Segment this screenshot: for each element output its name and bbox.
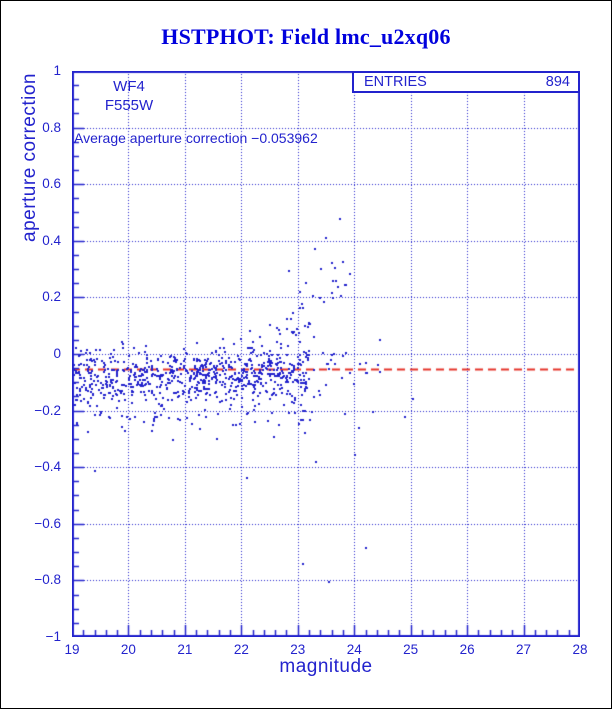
y-tick-label: 0 xyxy=(53,346,61,361)
x-tick-label: 24 xyxy=(346,642,362,657)
filter-label: F555W xyxy=(104,97,154,114)
y-tick-label: −0.6 xyxy=(34,515,61,531)
x-tick-label: 28 xyxy=(572,642,588,657)
scatter-plot-canvas xyxy=(72,71,580,637)
entries-label: ENTRIES xyxy=(364,74,427,90)
y-tick-label: 0.6 xyxy=(42,176,61,192)
x-tick-label: 23 xyxy=(290,642,306,657)
page-title: HSTPHOT: Field lmc_u2xq06 xyxy=(161,24,451,49)
x-tick-label: 27 xyxy=(516,642,532,657)
x-tick-label: 26 xyxy=(459,642,475,657)
y-tick-label: 1 xyxy=(53,63,61,78)
y-tick-label: 0.2 xyxy=(42,289,61,305)
entries-value: 894 xyxy=(545,74,570,90)
x-tick-label: 19 xyxy=(64,642,80,657)
average-correction-annotation: Average aperture correction −0.053962 xyxy=(74,130,318,146)
x-axis-title: magnitude xyxy=(279,656,373,677)
x-tick-label: 20 xyxy=(120,642,136,657)
y-tick-label: −0.8 xyxy=(34,572,61,588)
y-tick-label: 0.4 xyxy=(42,232,61,248)
y-tick-label: −0.2 xyxy=(34,402,61,418)
x-tick-label: 21 xyxy=(177,642,193,657)
y-axis-title: aperture correction xyxy=(19,73,40,242)
x-tick-label: 25 xyxy=(403,642,419,657)
entries-stats-box: ENTRIES 894 xyxy=(352,71,580,93)
y-tick-label: 0.8 xyxy=(42,119,61,135)
x-tick-label: 22 xyxy=(233,642,249,657)
y-tick-label: −1 xyxy=(45,629,61,644)
camera-label: WF4 xyxy=(113,78,145,95)
y-tick-label: −0.4 xyxy=(34,459,61,475)
